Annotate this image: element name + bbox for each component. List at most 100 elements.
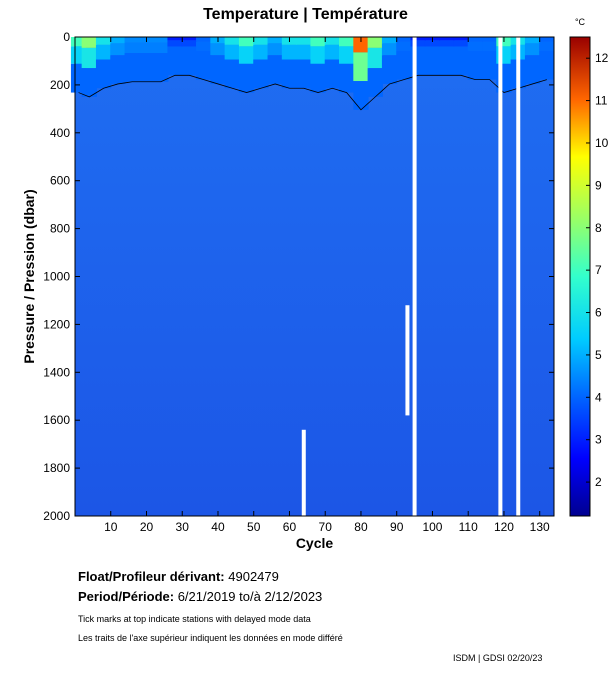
subsurface-cell	[396, 41, 412, 51]
surface-cell	[381, 37, 398, 44]
float-id: 4902479	[228, 569, 279, 584]
thermocline-cell	[81, 68, 97, 97]
surface-cell	[124, 37, 140, 43]
subsurface-cell	[539, 41, 555, 51]
colorbar-tick-label: 6	[595, 306, 602, 320]
subsurface-cell	[210, 43, 226, 56]
note-french: Les traits de l'axe supérieur indiquent …	[78, 633, 343, 643]
missing-profile-gap	[498, 37, 503, 516]
surface-cell	[153, 37, 169, 43]
surface-cell	[482, 37, 498, 42]
thermocline-cell	[210, 55, 226, 84]
surface-cell	[70, 37, 87, 47]
x-tick-label: 40	[211, 520, 225, 534]
subsurface-cell	[353, 52, 369, 82]
y-tick-label: 200	[50, 78, 70, 92]
colorbar	[569, 36, 591, 517]
float-label: Float/Profileur dérivant:	[78, 569, 225, 584]
colorbar-tick-label: 8	[595, 221, 602, 235]
x-tick-label: 100	[422, 520, 442, 534]
subsurface-cell	[467, 41, 484, 51]
deep-water-field	[75, 37, 554, 516]
subsurface-cell	[281, 44, 298, 60]
subsurface-cell	[339, 46, 355, 64]
colorbar-tick-label: 4	[595, 390, 602, 404]
thermocline-cell	[367, 68, 383, 97]
surface-cell	[539, 37, 555, 42]
colorbar-tick-label: 2	[595, 475, 602, 489]
thermocline-cell	[196, 50, 212, 80]
subsurface-cell	[224, 44, 240, 60]
thermocline-cell	[181, 46, 198, 76]
period-value: 6/21/2019 to/à 2/12/2023	[177, 589, 323, 604]
thermocline-cell	[396, 50, 412, 80]
surface-cell	[524, 37, 541, 44]
x-tick-label: 50	[247, 520, 261, 534]
contour-line-4	[78, 74, 547, 111]
surface-cell	[296, 37, 312, 45]
subsurface-cell	[167, 40, 183, 47]
subsurface-cell	[110, 43, 126, 56]
thermocline-cell	[339, 63, 355, 93]
y-tick-label: 400	[50, 126, 70, 140]
subsurface-cell	[439, 40, 455, 47]
y-tick-label: 1400	[43, 365, 70, 379]
surface-cell	[339, 37, 355, 47]
thermocline-cell	[353, 81, 369, 110]
surface-cell	[367, 37, 383, 48]
surface-cell	[396, 37, 412, 42]
surface-cell	[181, 37, 198, 41]
y-tick-label: 1800	[43, 461, 70, 475]
thermocline-cell	[310, 63, 326, 93]
thermocline-cell	[467, 50, 484, 80]
subsurface-cell	[524, 43, 541, 56]
thermocline-cell	[110, 55, 126, 84]
surface-cell	[224, 37, 240, 45]
thermocline-cell	[539, 50, 555, 80]
y-tick-label: 800	[50, 222, 70, 236]
period-label: Period/Période:	[78, 589, 175, 604]
subsurface-cell	[324, 44, 341, 60]
subsurface-cell	[181, 40, 198, 47]
y-tick-label: 600	[50, 174, 70, 188]
footer-credit: ISDM | GDSI 02/20/23	[453, 653, 543, 663]
surface-cell	[453, 37, 469, 41]
surface-cell	[310, 37, 326, 47]
note-english: Tick marks at top indicate stations with…	[78, 614, 311, 624]
missing-profile-gap	[301, 429, 306, 516]
surface-cell	[324, 37, 341, 45]
subsurface-cell	[124, 42, 140, 54]
thermocline-cell	[524, 55, 541, 84]
thermocline-cell	[138, 53, 155, 82]
subsurface-cell	[453, 40, 469, 47]
subsurface-cell	[482, 41, 498, 51]
x-tick-label: 70	[319, 520, 333, 534]
surface-cell	[467, 37, 484, 42]
subsurface-cell	[367, 47, 383, 69]
temperature-section-chart: 10 20 30 40 50 60 70 80 90 100 110 120 130 0 200 400 600…	[21, 17, 609, 551]
thermocline-cell	[253, 59, 269, 89]
surface-cell	[81, 37, 97, 48]
y-tick-label: 0	[63, 30, 70, 44]
colorbar-tick-label: 10	[595, 136, 609, 150]
subsurface-cell	[253, 44, 269, 60]
subsurface-cell	[238, 46, 255, 64]
subsurface-cell	[381, 43, 398, 56]
colorbar-tick-label: 11	[595, 94, 608, 108]
x-tick-label: 110	[459, 520, 478, 534]
thermocline-cell	[95, 59, 112, 89]
surface-cell	[196, 37, 212, 42]
chart-title: Temperature | Température	[203, 6, 408, 23]
colorbar-tick-label: 12	[595, 51, 609, 65]
subsurface-cell	[310, 46, 326, 64]
thermocline-cell	[153, 53, 169, 82]
colorbar-tick-label: 5	[595, 348, 602, 362]
x-tick-label: 10	[104, 520, 118, 534]
float-info: Float/Profileur dérivant: 4902479	[78, 569, 279, 584]
subsurface-cell	[410, 40, 426, 47]
thermocline-cell	[281, 59, 298, 89]
x-tick-label: 120	[494, 520, 514, 534]
thermocline-cell	[296, 59, 312, 89]
thermocline-cell	[238, 63, 255, 93]
subsurface-cell	[267, 43, 283, 56]
